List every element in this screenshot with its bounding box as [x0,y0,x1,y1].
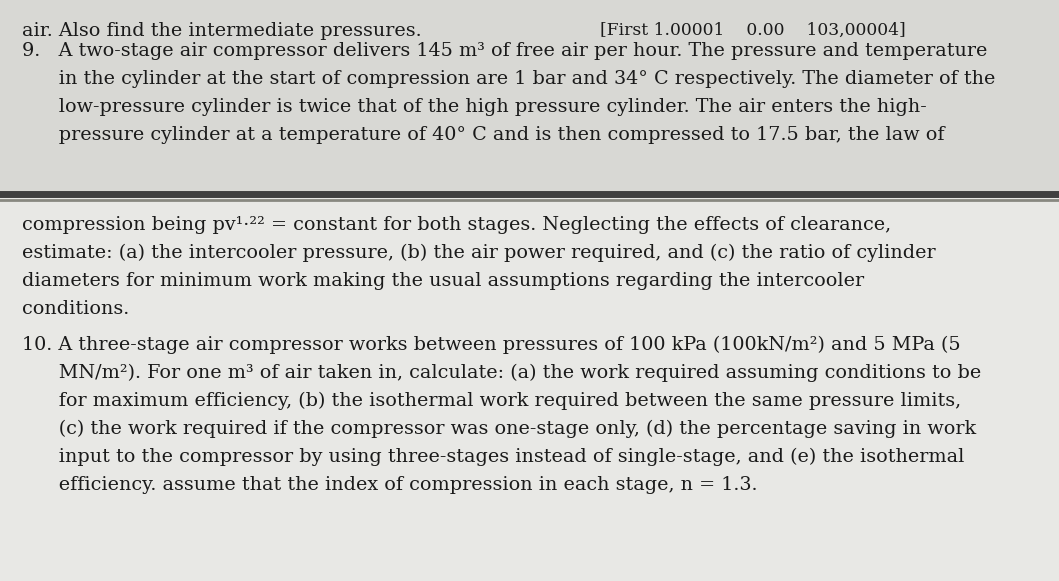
Text: (c) the work required if the compressor was one-stage only, (d) the percentage s: (c) the work required if the compressor … [22,420,976,438]
Text: [First 1.00001    0.00    103,00004]: [First 1.00001 0.00 103,00004] [600,22,905,39]
Text: compression being pv¹·²² = constant for both stages. Neglecting the effects of c: compression being pv¹·²² = constant for … [22,216,891,234]
Text: for maximum efficiency, (b) the isothermal work required between the same pressu: for maximum efficiency, (b) the isotherm… [22,392,962,410]
Bar [0,194,1059,581]
Bar [0,0,1059,194]
Text: 10. A three-stage air compressor works between pressures of 100 kPa (100kN/m²) a: 10. A three-stage air compressor works b… [22,336,961,354]
Text: diameters for minimum work making the usual assumptions regarding the intercoole: diameters for minimum work making the us… [22,272,864,290]
Text: air. Also find the intermediate pressures.: air. Also find the intermediate pressure… [22,22,421,40]
Text: pressure cylinder at a temperature of 40° C and is then compressed to 17.5 bar, : pressure cylinder at a temperature of 40… [22,126,945,144]
Text: conditions.: conditions. [22,300,129,318]
Text: efficiency. assume that the index of compression in each stage, n = 1.3.: efficiency. assume that the index of com… [22,476,757,494]
Text: estimate: (a) the intercooler pressure, (b) the air power required, and (c) the : estimate: (a) the intercooler pressure, … [22,244,935,262]
Text: MN/m²). For one m³ of air taken in, calculate: (a) the work required assuming co: MN/m²). For one m³ of air taken in, calc… [22,364,982,382]
Text: input to the compressor by using three-stages instead of single-stage, and (e) t: input to the compressor by using three-s… [22,448,965,466]
Text: low-pressure cylinder is twice that of the high pressure cylinder. The air enter: low-pressure cylinder is twice that of t… [22,98,927,116]
Text: 9.   A two-stage air compressor delivers 145 m³ of free air per hour. The pressu: 9. A two-stage air compressor delivers 1… [22,42,987,60]
Text: in the cylinder at the start of compression are 1 bar and 34° C respectively. Th: in the cylinder at the start of compress… [22,70,995,88]
